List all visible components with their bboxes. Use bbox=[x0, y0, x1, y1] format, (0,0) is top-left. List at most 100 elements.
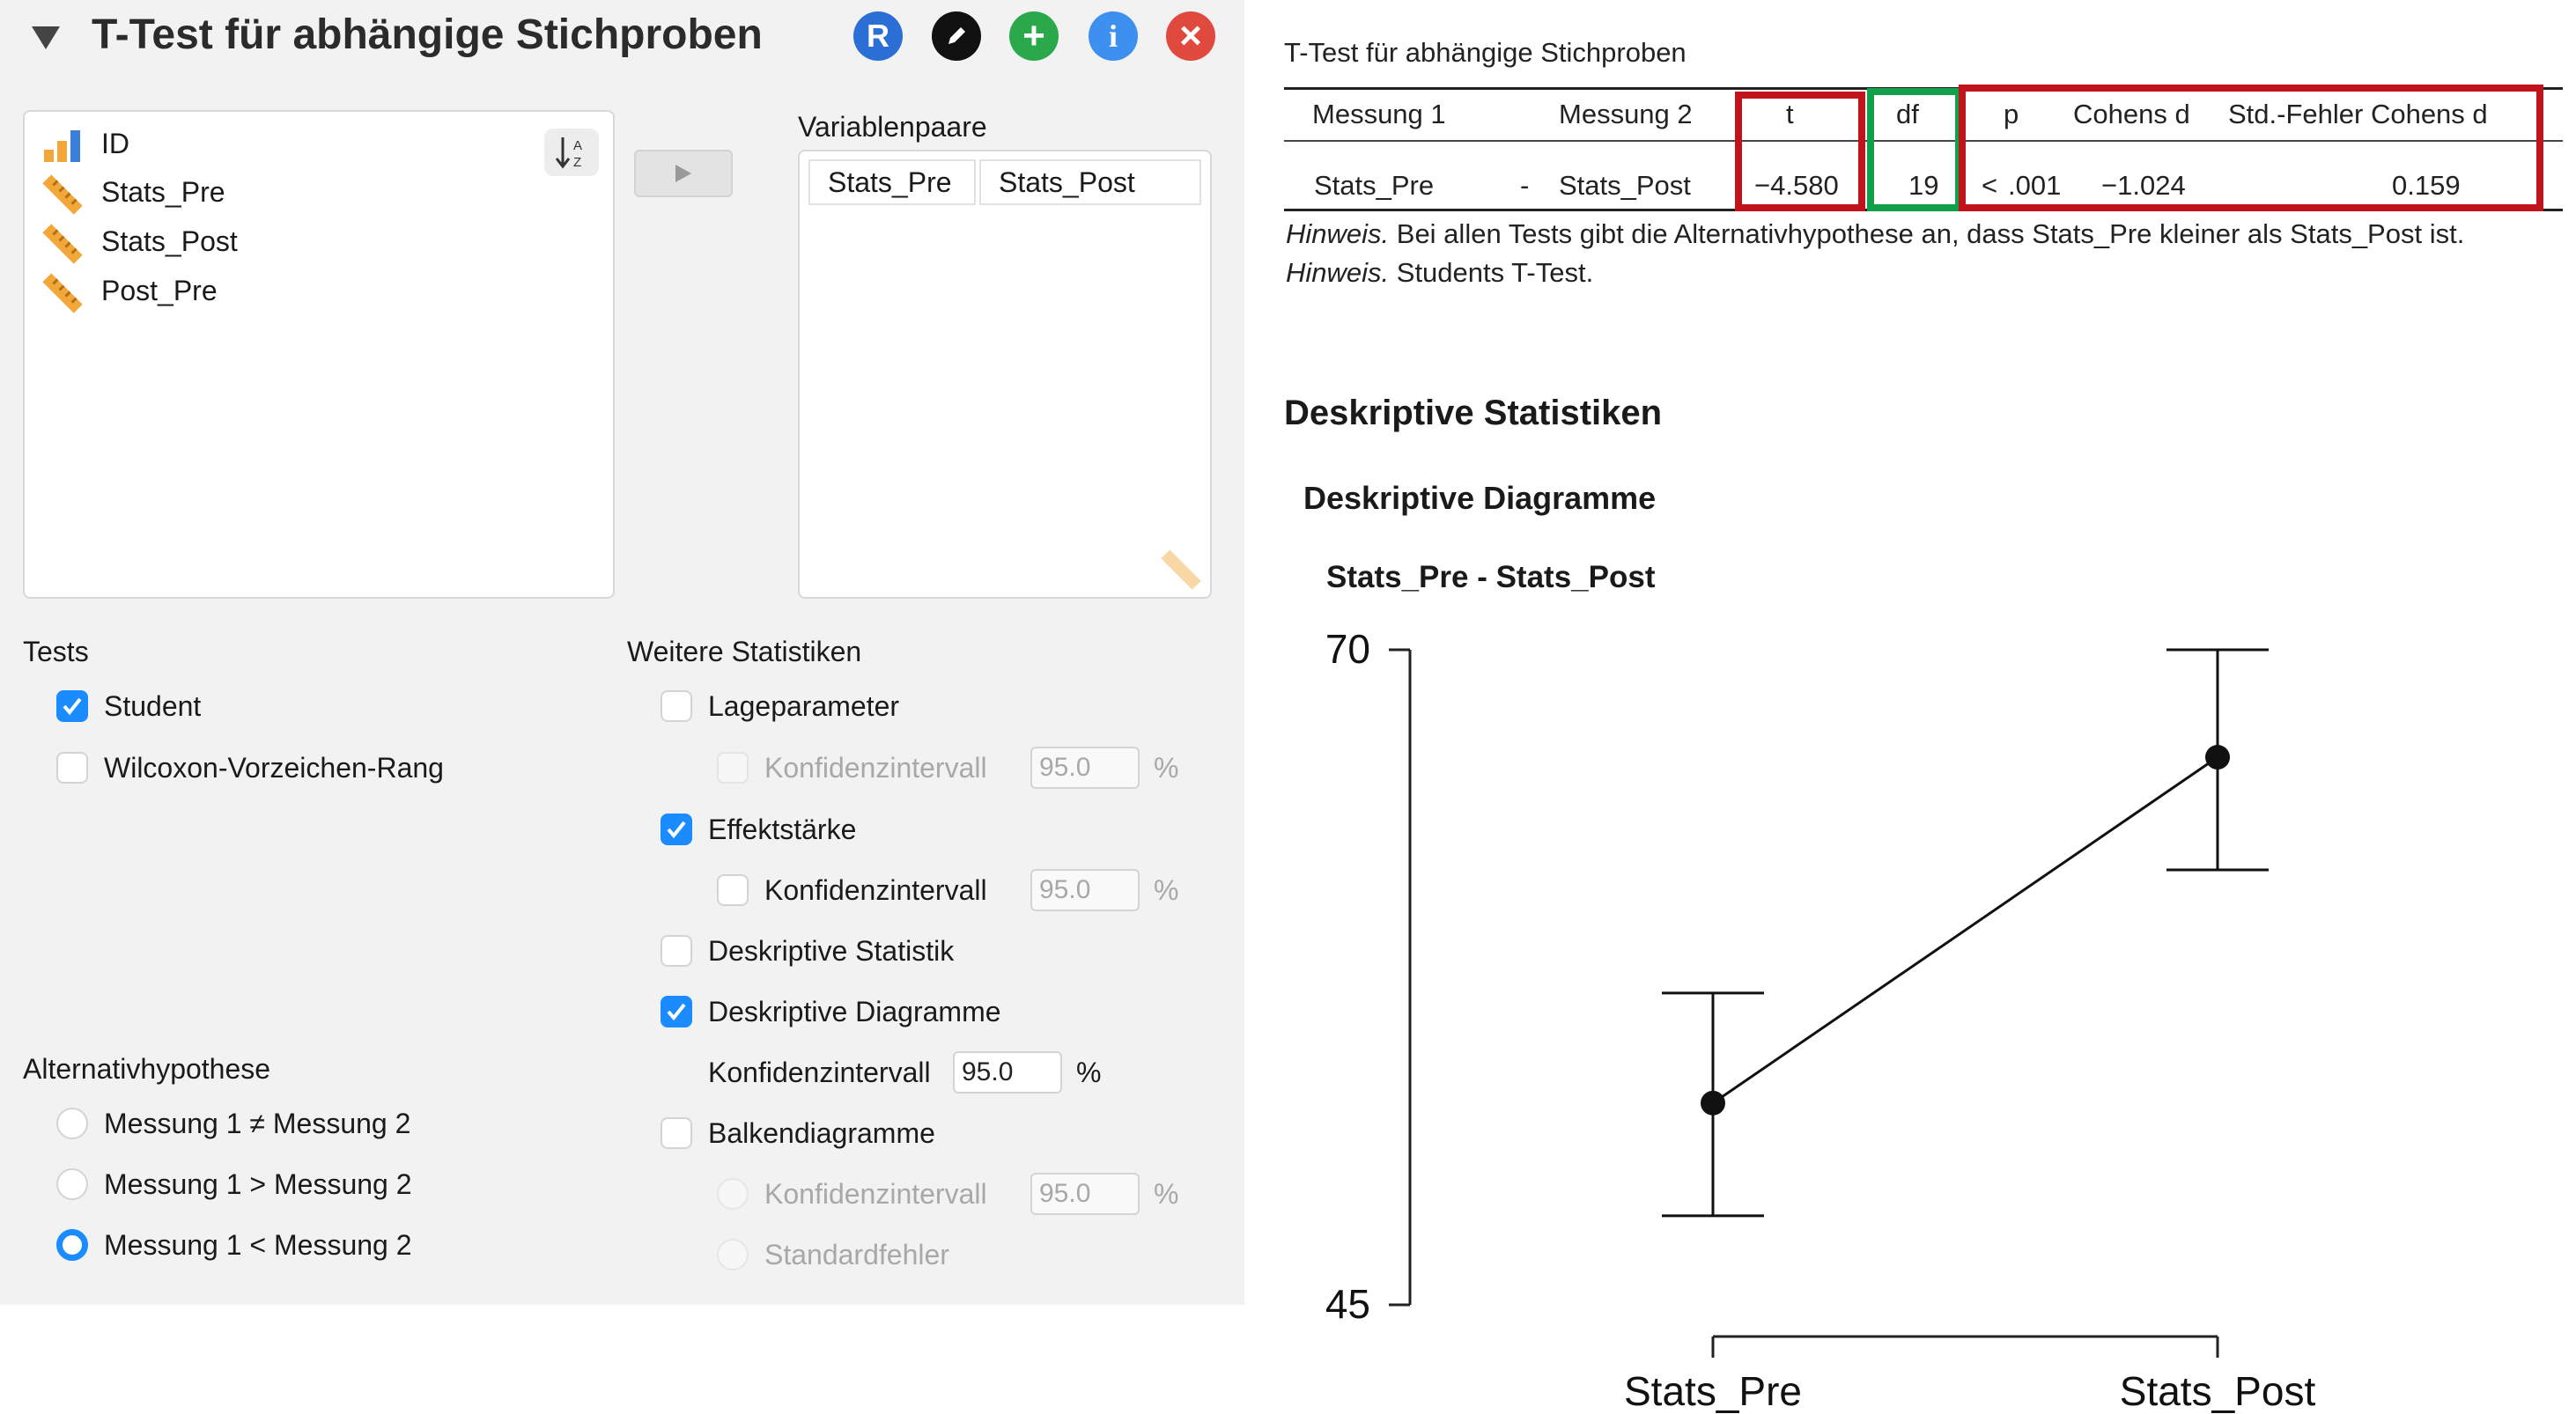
scale-variable-icon bbox=[42, 174, 83, 215]
t-value-highlight bbox=[1735, 92, 1865, 211]
hypothesis-not-equal-label: Messung 1 ≠ Messung 2 bbox=[104, 1108, 411, 1139]
tests-heading: Tests bbox=[23, 636, 89, 667]
checkmark-icon bbox=[667, 1003, 686, 1021]
hypothesis-less-label: Messung 1 < Messung 2 bbox=[104, 1229, 412, 1261]
plots-ci-percent: % bbox=[1076, 1057, 1102, 1088]
cell-se-cohens-d: 0.159 bbox=[2392, 170, 2461, 201]
pair-measure-2: Stats_Post bbox=[999, 166, 1135, 198]
x-tick-label: Stats_Post bbox=[2120, 1368, 2316, 1414]
checkmark-icon bbox=[667, 821, 686, 839]
cell-df: 19 bbox=[1908, 170, 1939, 201]
checkmark-icon bbox=[63, 697, 82, 716]
col-header-measure-1: Messung 1 bbox=[1312, 99, 1446, 129]
cell-measure-2: Stats_Post bbox=[1559, 170, 1691, 201]
hypothesis-less-radio[interactable] bbox=[56, 1229, 88, 1261]
scale-variable-icon bbox=[42, 273, 83, 313]
add-icon[interactable]: + bbox=[1009, 11, 1059, 61]
cell-p-sign: < bbox=[1982, 170, 1998, 201]
svg-text:A: A bbox=[573, 138, 582, 153]
note-2: Hinweis. Students T-Test. bbox=[1286, 257, 1594, 288]
df-value-highlight bbox=[1867, 88, 1962, 211]
effect-stats-highlight bbox=[1959, 85, 2543, 211]
descriptive-statistics-checkbox[interactable] bbox=[661, 935, 692, 967]
effect-ci-label: Konfidenzintervall bbox=[764, 874, 987, 906]
effect-ci-percent: % bbox=[1154, 874, 1179, 906]
location-ci-label: Konfidenzintervall bbox=[764, 752, 987, 784]
table-header-rule bbox=[1284, 140, 2563, 142]
panel-bottom-space bbox=[0, 1305, 1244, 1414]
move-variable-button[interactable] bbox=[634, 150, 733, 197]
plots-ci-label: Konfidenzintervall bbox=[708, 1057, 931, 1088]
svg-text:Z: Z bbox=[573, 155, 581, 170]
pair-measure-2-cell[interactable]: Stats_Post bbox=[979, 159, 1201, 205]
pair-measure-1-cell[interactable]: Stats_Pre bbox=[808, 159, 976, 205]
cell-cohens-d: −1.024 bbox=[2101, 170, 2186, 201]
hypothesis-greater-label: Messung 1 > Messung 2 bbox=[104, 1168, 412, 1200]
y-tick-label: 70 bbox=[1325, 626, 1370, 672]
wilcoxon-checkbox[interactable] bbox=[56, 752, 88, 784]
hypothesis-greater-radio[interactable] bbox=[56, 1168, 88, 1200]
bar-plots-checkbox[interactable] bbox=[661, 1117, 692, 1149]
location-ci-percent: % bbox=[1154, 752, 1179, 784]
location-ci-checkbox[interactable] bbox=[717, 752, 749, 784]
effect-ci-input[interactable]: 95.0 bbox=[1030, 869, 1140, 911]
variable-pairs-box[interactable] bbox=[798, 150, 1212, 599]
descriptive-plots-heading: Deskriptive Diagramme bbox=[1303, 480, 1657, 516]
variable-id[interactable]: ID bbox=[101, 128, 129, 159]
student-checkbox[interactable] bbox=[56, 690, 88, 722]
variable-stats-pre[interactable]: Stats_Pre bbox=[101, 176, 225, 208]
alternative-hypothesis-heading: Alternativhypothese bbox=[23, 1053, 271, 1085]
bar-ci-input[interactable]: 95.0 bbox=[1030, 1173, 1140, 1215]
r-syntax-icon[interactable]: R bbox=[853, 11, 903, 61]
plot-title: Stats_Pre - Stats_Post bbox=[1326, 560, 1656, 594]
scale-variable-icon bbox=[42, 224, 83, 264]
series-line bbox=[1712, 755, 2218, 1105]
standard-error-radio[interactable] bbox=[717, 1239, 749, 1270]
y-tick-label: 45 bbox=[1325, 1281, 1370, 1327]
location-parameters-label: Lageparameter bbox=[708, 690, 900, 722]
scale-variable-icon bbox=[1161, 549, 1201, 590]
variable-post-pre[interactable]: Post_Pre bbox=[101, 275, 218, 306]
variable-pairs-label: Variablenpaare bbox=[798, 111, 987, 143]
descriptive-plots-checkbox[interactable] bbox=[661, 996, 692, 1027]
effect-size-checkbox[interactable] bbox=[661, 814, 692, 845]
arrow-right-icon bbox=[675, 165, 691, 182]
pair-measure-1: Stats_Pre bbox=[828, 166, 952, 198]
close-icon[interactable]: × bbox=[1166, 11, 1215, 61]
edit-icon[interactable] bbox=[932, 11, 981, 61]
descriptive-plots-label: Deskriptive Diagramme bbox=[708, 996, 1001, 1027]
sort-az-icon: A Z bbox=[555, 137, 582, 170]
col-header-t: t bbox=[1786, 99, 1794, 129]
variable-stats-post[interactable]: Stats_Post bbox=[101, 225, 238, 257]
table-title: T-Test für abhängige Stichproben bbox=[1284, 37, 1687, 68]
x-tick-label: Stats_Pre bbox=[1624, 1368, 1802, 1414]
bar-ci-radio[interactable] bbox=[717, 1178, 749, 1210]
cell-separator: - bbox=[1520, 170, 1530, 201]
standard-error-label: Standardfehler bbox=[764, 1239, 949, 1270]
collapse-triangle-icon[interactable] bbox=[32, 26, 60, 49]
info-icon[interactable]: i bbox=[1089, 11, 1138, 61]
bar-ci-percent: % bbox=[1154, 1178, 1179, 1210]
cell-p: .001 bbox=[2008, 170, 2062, 201]
col-header-measure-2: Messung 2 bbox=[1559, 99, 1693, 129]
further-statistics-heading: Weitere Statistiken bbox=[627, 636, 862, 667]
bar-plots-label: Balkendiagramme bbox=[708, 1117, 935, 1149]
col-header-se-cohens-d: Std.-Fehler Cohens d bbox=[2228, 99, 2488, 129]
col-header-p: p bbox=[2004, 99, 2019, 129]
col-header-cohens-d: Cohens d bbox=[2073, 99, 2190, 129]
descriptives-heading: Deskriptive Statistiken bbox=[1284, 394, 1663, 432]
variables-list[interactable] bbox=[23, 110, 615, 599]
location-parameters-checkbox[interactable] bbox=[661, 690, 692, 722]
effect-size-label: Effektstärke bbox=[708, 814, 857, 845]
descriptives-plot: 70 45 Stats_Pre Stats_Post bbox=[1325, 626, 2316, 1414]
hypothesis-not-equal-radio[interactable] bbox=[56, 1108, 88, 1139]
nominal-variable-icon bbox=[42, 127, 83, 164]
cell-t: −4.580 bbox=[1754, 170, 1839, 201]
plots-ci-input[interactable]: 95.0 bbox=[953, 1051, 1062, 1094]
note-1: Hinweis. Bei allen Tests gibt die Altern… bbox=[1286, 218, 2465, 249]
sort-button[interactable]: A Z bbox=[544, 129, 599, 176]
wilcoxon-label: Wilcoxon-Vorzeichen-Rang bbox=[104, 752, 444, 784]
location-ci-input[interactable]: 95.0 bbox=[1030, 747, 1140, 789]
descriptive-statistics-label: Deskriptive Statistik bbox=[708, 935, 955, 967]
effect-ci-checkbox[interactable] bbox=[717, 874, 749, 906]
